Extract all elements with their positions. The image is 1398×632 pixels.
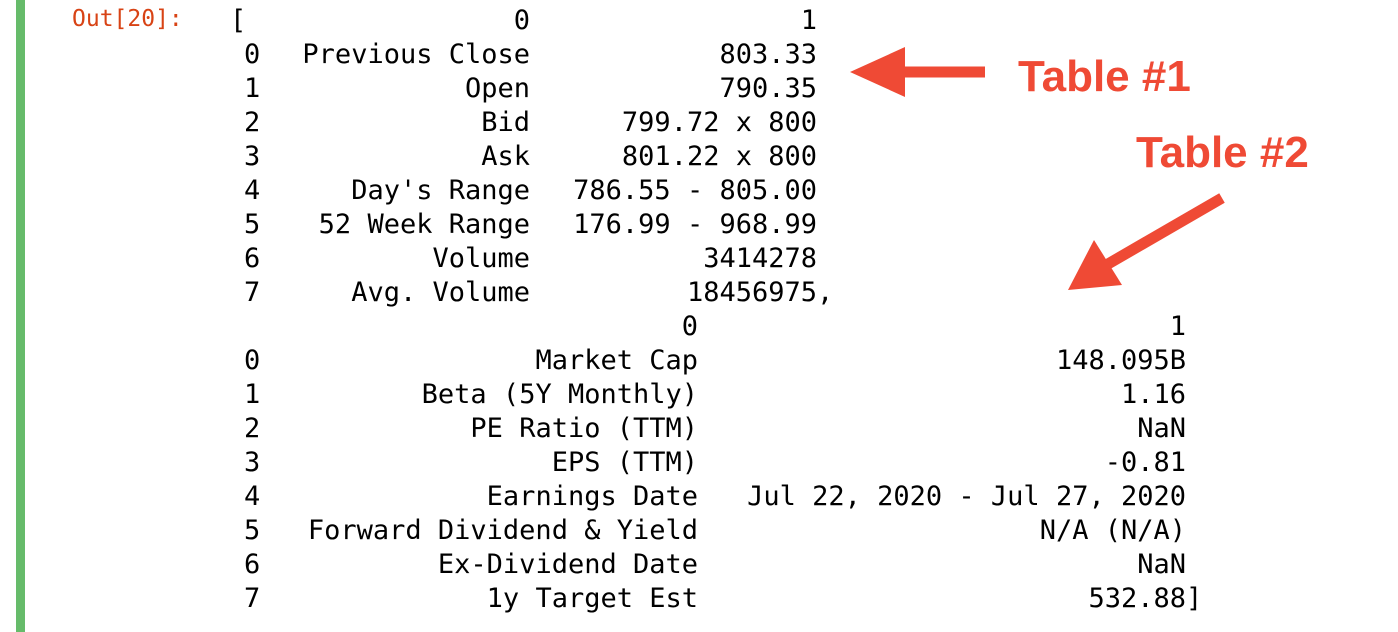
table1-row-index: 6: [244, 243, 261, 274]
table2-column-header: 1: [1169, 311, 1186, 342]
table2-row-label: PE Ratio (TTM): [470, 413, 698, 444]
table2-row: 2 PE Ratio (TTM) NaN: [0, 412, 1398, 446]
table1-row-value: 18456975: [686, 277, 817, 308]
table1-row-label: Volume: [432, 243, 530, 274]
table1-row-index: 5: [244, 209, 261, 240]
table2-row-value: 1.16: [1120, 379, 1186, 410]
table1-row-value: 803.33: [719, 39, 817, 70]
table1-row-value: 786.55 - 805.00: [573, 175, 817, 206]
table2-row-index: 0: [244, 345, 261, 376]
table2-row-label: Market Cap: [535, 345, 698, 376]
table1-row-value: 801.22 x 800: [621, 141, 817, 172]
table2-row-label: Earnings Date: [486, 481, 698, 512]
table2-row-value: -0.81: [1104, 447, 1186, 478]
table1-row-value: 3414278: [703, 243, 817, 274]
table1-row-index: 4: [244, 175, 261, 206]
annotation-table2-label: Table #2: [1136, 128, 1309, 177]
table2-row: 6 Ex-Dividend Date NaN: [0, 548, 1398, 582]
output-prompt: Out[20]:: [72, 6, 183, 32]
table2-row-label: Forward Dividend & Yield: [307, 515, 698, 546]
table1-row-label: Previous Close: [302, 39, 530, 70]
table1-row-label: Bid: [481, 107, 530, 138]
table2-row: 7 1y Target Est 532.88]: [0, 582, 1398, 616]
table2-row-index: 7: [244, 583, 261, 614]
table2-row: 0 Market Cap 148.095B: [0, 344, 1398, 378]
table2-row-value: NaN: [1137, 413, 1186, 444]
table2-column-header: 0: [681, 311, 698, 342]
table2-row-label: Ex-Dividend Date: [437, 549, 698, 580]
open-bracket: [: [230, 5, 247, 36]
table2-row-value: NaN: [1137, 549, 1186, 580]
table2-row-value: Jul 22, 2020 - Jul 27, 2020: [747, 481, 1186, 512]
table1-row: 6 Volume 3414278: [0, 242, 1398, 276]
table2-row-value: 532.88: [1088, 583, 1186, 614]
table1-row: 0 Previous Close 803.33: [0, 38, 1398, 72]
table2-row-index: 3: [244, 447, 261, 478]
table1-row-index: 2: [244, 107, 261, 138]
table2-row-value: N/A (N/A): [1039, 515, 1186, 546]
table2-row: 5 Forward Dividend & Yield N/A (N/A): [0, 514, 1398, 548]
table2-row-index: 2: [244, 413, 261, 444]
table2-row-index: 1: [244, 379, 261, 410]
table1-row-index: 0: [244, 39, 261, 70]
table1-row: 4 Day's Range 786.55 - 805.00: [0, 174, 1398, 208]
table2-row: 1 Beta (5Y Monthly) 1.16: [0, 378, 1398, 412]
cell-selected-bar[interactable]: [16, 0, 25, 632]
table2-row: 4 Earnings Date Jul 22, 2020 - Jul 27, 202…: [0, 480, 1398, 514]
table1-row: 2 Bid 799.72 x 800: [0, 106, 1398, 140]
table1-row-label: Day's Range: [351, 175, 530, 206]
table1-row-label: Open: [464, 73, 530, 104]
table1-header: [0 1: [0, 4, 1398, 38]
annotation-table1-label: Table #1: [1018, 52, 1191, 101]
table1-row-value: 790.35: [719, 73, 817, 104]
table1-row-value: 176.99 - 968.99: [573, 209, 817, 240]
table2-row-index: 4: [244, 481, 261, 512]
table2-row-value: 148.095B: [1055, 345, 1186, 376]
table1-row: 7 Avg. Volume 18456975,: [0, 276, 1398, 310]
list-separator: ,: [817, 277, 834, 308]
close-bracket: ]: [1186, 583, 1203, 614]
table2-row: 3 EPS (TTM) -0.81: [0, 446, 1398, 480]
table1-column-header: 0: [513, 5, 530, 36]
table1-row-label: Ask: [481, 141, 530, 172]
table1-row-index: 7: [244, 277, 261, 308]
table1-row: 5 52 Week Range 176.99 - 968.99: [0, 208, 1398, 242]
table1-row: 3 Ask 801.22 x 800: [0, 140, 1398, 174]
table2-row-index: 6: [244, 549, 261, 580]
table1-row-index: 1: [244, 73, 261, 104]
table1-row-value: 799.72 x 800: [621, 107, 817, 138]
table1-column-header: 1: [800, 5, 817, 36]
table1-row-label: Avg. Volume: [351, 277, 530, 308]
table2-row-label: 1y Target Est: [486, 583, 698, 614]
table1-row-index: 3: [244, 141, 261, 172]
table1-row: 1 Open 790.35: [0, 72, 1398, 106]
table2-row-label: EPS (TTM): [551, 447, 698, 478]
table1-row-label: 52 Week Range: [318, 209, 530, 240]
table2-row-index: 5: [244, 515, 261, 546]
table2-row-label: Beta (5Y Monthly): [421, 379, 698, 410]
